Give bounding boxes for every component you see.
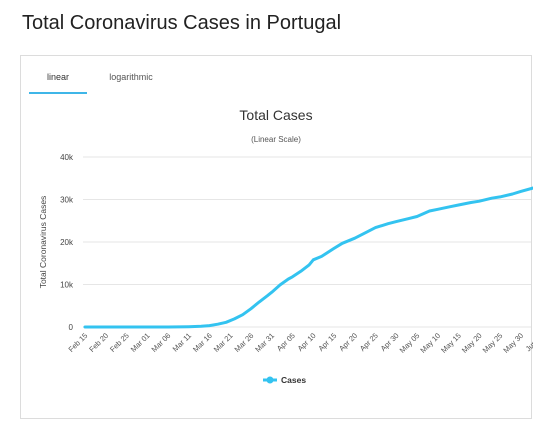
x-tick-label: Feb 25 xyxy=(108,331,131,354)
x-tick-label: Mar 11 xyxy=(171,331,193,353)
y-tick-label: 30k xyxy=(60,196,74,205)
x-tick-label: May 10 xyxy=(418,331,442,355)
x-tick-label: May 30 xyxy=(501,331,525,355)
x-tick-label: Mar 31 xyxy=(253,331,276,354)
x-tick-label: Mar 21 xyxy=(212,331,235,354)
x-tick-label: Apr 25 xyxy=(358,331,380,353)
x-tick-label: Mar 06 xyxy=(150,331,173,354)
x-tick-label: May 05 xyxy=(398,331,422,355)
x-tick-label: Mar 01 xyxy=(129,331,152,354)
x-tick-label: Mar 26 xyxy=(233,331,256,354)
x-tick-label: Apr 10 xyxy=(296,331,318,353)
y-tick-label: 0 xyxy=(69,323,74,332)
y-tick-label: 20k xyxy=(60,238,74,247)
legend-label-cases: Cases xyxy=(281,375,306,385)
series-line-cases xyxy=(83,186,533,329)
x-tick-label: Apr 05 xyxy=(275,331,297,353)
y-tick-label: 10k xyxy=(60,281,74,290)
x-tick-label: Feb 20 xyxy=(87,331,110,354)
x-tick-label: Mar 16 xyxy=(191,331,214,354)
chart-title: Total Cases xyxy=(239,107,312,123)
x-tick-label: May 15 xyxy=(439,331,463,355)
chart-subtitle: (Linear Scale) xyxy=(251,135,301,144)
y-tick-label: 40k xyxy=(60,153,74,162)
x-tick-label: Apr 15 xyxy=(316,331,338,353)
x-tick-label: Feb 15 xyxy=(67,331,90,354)
page-title: Total Coronavirus Cases in Portugal xyxy=(22,12,342,34)
x-tick-label: Apr 30 xyxy=(379,331,401,353)
chart-card: Total Cases (Linear Scale) 0 10k 20k 30k 40k To… xyxy=(20,55,533,419)
chart-svg: Total Cases (Linear Scale) 0 10k 20k 30k 40k To… xyxy=(38,107,533,385)
x-tick-label: May 20 xyxy=(460,331,484,355)
x-tick-label: May 25 xyxy=(481,331,505,355)
x-tick-label: Jun 04 xyxy=(524,331,533,353)
tab-logarithmic[interactable]: logarithmic xyxy=(109,72,153,82)
legend-swatch-marker xyxy=(266,376,274,384)
x-tick-label: Apr 20 xyxy=(337,331,359,353)
y-axis-label: Total Coronavirus Cases xyxy=(38,196,48,289)
tab-linear[interactable]: linear xyxy=(29,66,87,94)
